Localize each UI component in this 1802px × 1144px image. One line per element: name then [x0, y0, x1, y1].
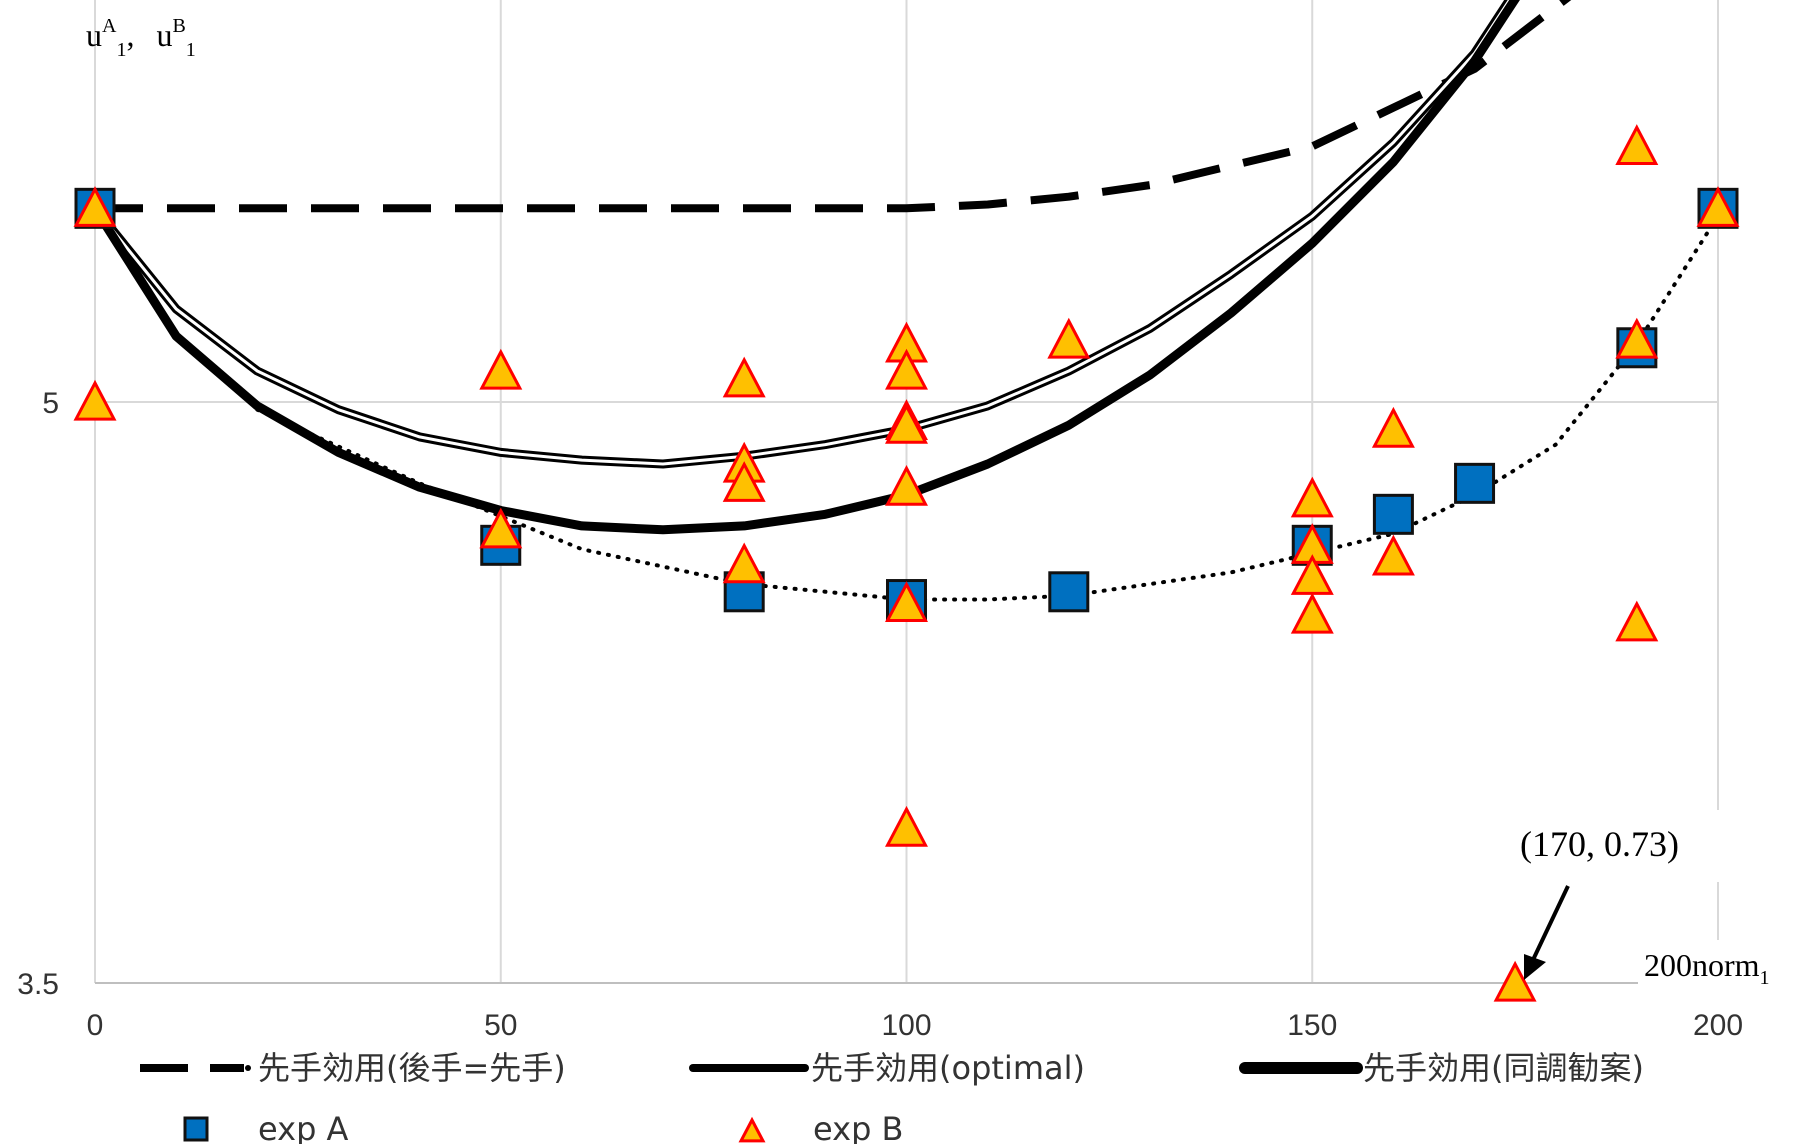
exp-b-marker — [1493, 960, 1537, 1002]
exp-b-marker — [1371, 406, 1415, 448]
exp-b-marker — [885, 402, 928, 444]
legend-item: exp A — [183, 1110, 349, 1144]
x-tick-label: 200 — [1693, 1009, 1743, 1042]
legend: 先手効用(後手=先手) 先手効用(optimal) 先手効用(同調勧案) exp A e… — [140, 1049, 1644, 1144]
exp-b-marker — [73, 379, 117, 421]
y-tick-label: 3.5 — [17, 968, 59, 1001]
annotation-background — [1505, 810, 1735, 882]
exp-a-marker — [1048, 571, 1090, 613]
exp-b-marker — [885, 805, 928, 847]
legend-item: 先手効用(後手=先手) — [140, 1049, 566, 1087]
exp-b-marker — [738, 1116, 766, 1143]
legend-label: exp A — [258, 1110, 349, 1144]
exp-a-marker — [1372, 493, 1414, 535]
exp-b-marker — [722, 356, 766, 398]
legend-label: 先手効用(後手=先手) — [258, 1049, 566, 1087]
exp-b-marker — [1047, 317, 1091, 359]
exp-b-marker — [722, 542, 766, 584]
exp-b-marker — [479, 507, 523, 549]
series-line-dotted — [255, 214, 1720, 602]
markers — [73, 124, 1740, 1002]
exp-b-marker — [1615, 124, 1659, 165]
axes — [94, 0, 1718, 984]
legend-label: exp B — [813, 1110, 904, 1144]
legend-item: 先手効用(同調勧案) — [1239, 1049, 1644, 1087]
exp-b-marker — [1371, 534, 1415, 576]
exp-b-marker — [1615, 317, 1659, 359]
x-axis-title-background — [1638, 940, 1802, 996]
legend-item: exp B — [738, 1110, 904, 1144]
legend-swatch-dot — [245, 1065, 251, 1071]
annotation-arrow — [1524, 885, 1570, 980]
x-tick-label: 50 — [484, 1009, 517, 1042]
exp-b-marker — [1290, 476, 1334, 518]
x-tick-label: 0 — [87, 1009, 104, 1042]
legend-item: 先手効用(optimal) — [689, 1049, 1085, 1087]
exp-a-marker — [183, 1116, 209, 1142]
x-tick-label: 100 — [881, 1009, 931, 1042]
exp-b-marker — [1290, 592, 1334, 634]
y-axis-title: uA1, uB1 — [86, 15, 196, 61]
tick-labels: 0 50 100 150 200 3.5 5 — [17, 387, 1743, 1042]
x-axis-title: 200norm1 — [1644, 947, 1770, 989]
annotation-label: (170, 0.73) — [1520, 824, 1679, 864]
exp-a-marker — [1454, 462, 1496, 504]
legend-label: 先手効用(同調勧案) — [1363, 1049, 1644, 1087]
exp-b-marker — [722, 461, 766, 502]
legend-label: 先手効用(optimal) — [811, 1049, 1085, 1087]
exp-b-marker — [479, 348, 523, 390]
series-line-dashed — [95, 0, 1572, 213]
exp-b-marker — [885, 348, 928, 390]
exp-b-marker — [1696, 186, 1740, 227]
exp-b-marker — [885, 464, 928, 506]
y-tick-label: 5 — [42, 387, 59, 420]
x-tick-label: 150 — [1287, 1009, 1337, 1042]
exp-b-marker — [1615, 600, 1659, 642]
exp-b-marker — [73, 186, 117, 227]
exp-b-marker — [885, 581, 928, 622]
